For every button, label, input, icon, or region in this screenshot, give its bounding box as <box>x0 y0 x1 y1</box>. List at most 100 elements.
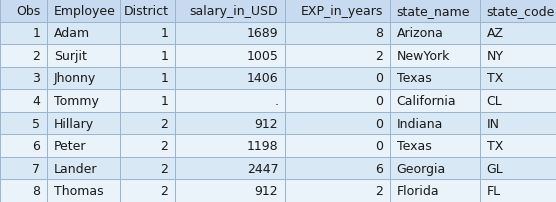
Text: 0: 0 <box>375 95 383 107</box>
Bar <box>390 22 480 45</box>
Text: Jhonny: Jhonny <box>54 72 96 85</box>
Text: 1689: 1689 <box>247 27 279 40</box>
Bar <box>480 67 556 90</box>
Text: NewYork: NewYork <box>396 50 450 63</box>
Text: state_name: state_name <box>396 5 470 18</box>
Bar <box>285 180 390 202</box>
Bar <box>480 90 556 112</box>
Bar <box>47 45 120 67</box>
Text: GL: GL <box>486 162 503 175</box>
Bar <box>120 22 175 45</box>
Text: 1198: 1198 <box>247 139 279 152</box>
Text: 1: 1 <box>161 50 168 63</box>
Text: 0: 0 <box>375 117 383 130</box>
Text: 1: 1 <box>161 27 168 40</box>
Bar <box>390 135 480 157</box>
Bar <box>0 135 47 157</box>
Bar <box>285 112 390 135</box>
Text: Indiana: Indiana <box>396 117 443 130</box>
Bar <box>390 45 480 67</box>
Bar <box>285 0 390 22</box>
Bar <box>0 45 47 67</box>
Text: 2447: 2447 <box>247 162 279 175</box>
Text: TX: TX <box>486 139 503 152</box>
Text: 1: 1 <box>32 27 41 40</box>
Text: 2: 2 <box>161 162 168 175</box>
Text: 1005: 1005 <box>246 50 279 63</box>
Bar <box>0 157 47 180</box>
Bar <box>480 112 556 135</box>
Bar <box>480 180 556 202</box>
Text: 6: 6 <box>375 162 383 175</box>
Bar <box>175 45 285 67</box>
Bar <box>390 180 480 202</box>
Bar <box>175 22 285 45</box>
Bar <box>0 22 47 45</box>
Text: 2: 2 <box>32 50 41 63</box>
Text: 2: 2 <box>375 184 383 197</box>
Bar <box>47 90 120 112</box>
Text: Georgia: Georgia <box>396 162 446 175</box>
Bar <box>0 180 47 202</box>
Text: Texas: Texas <box>396 72 431 85</box>
Bar <box>480 157 556 180</box>
Bar <box>120 90 175 112</box>
Text: 8: 8 <box>32 184 41 197</box>
Bar <box>120 0 175 22</box>
Text: District: District <box>123 5 168 18</box>
Text: Hillary: Hillary <box>54 117 94 130</box>
Bar <box>285 67 390 90</box>
Bar <box>175 67 285 90</box>
Text: CL: CL <box>486 95 503 107</box>
Text: salary_in_USD: salary_in_USD <box>190 5 279 18</box>
Bar <box>285 157 390 180</box>
Text: Arizona: Arizona <box>396 27 444 40</box>
Text: IN: IN <box>486 117 500 130</box>
Bar <box>390 112 480 135</box>
Text: 5: 5 <box>32 117 41 130</box>
Text: FL: FL <box>486 184 501 197</box>
Text: state_code: state_code <box>486 5 555 18</box>
Bar <box>175 112 285 135</box>
Text: California: California <box>396 95 456 107</box>
Bar <box>47 157 120 180</box>
Text: 2: 2 <box>375 50 383 63</box>
Bar <box>480 135 556 157</box>
Text: Employee: Employee <box>54 5 116 18</box>
Text: 7: 7 <box>32 162 41 175</box>
Bar <box>480 45 556 67</box>
Bar <box>120 67 175 90</box>
Text: 912: 912 <box>255 117 279 130</box>
Text: 3: 3 <box>32 72 41 85</box>
Bar <box>390 157 480 180</box>
Bar <box>0 90 47 112</box>
Text: Tommy: Tommy <box>54 95 98 107</box>
Text: AZ: AZ <box>486 27 504 40</box>
Bar <box>120 180 175 202</box>
Text: 0: 0 <box>375 72 383 85</box>
Text: 8: 8 <box>375 27 383 40</box>
Bar <box>47 135 120 157</box>
Bar <box>175 135 285 157</box>
Text: Thomas: Thomas <box>54 184 103 197</box>
Text: Lander: Lander <box>54 162 97 175</box>
Text: 1: 1 <box>161 72 168 85</box>
Text: 1: 1 <box>161 95 168 107</box>
Bar <box>120 112 175 135</box>
Bar <box>480 22 556 45</box>
Text: 912: 912 <box>255 184 279 197</box>
Bar <box>285 45 390 67</box>
Bar <box>47 0 120 22</box>
Bar <box>120 135 175 157</box>
Bar <box>175 90 285 112</box>
Bar <box>390 0 480 22</box>
Bar <box>0 67 47 90</box>
Text: TX: TX <box>486 72 503 85</box>
Bar <box>175 157 285 180</box>
Bar <box>47 180 120 202</box>
Bar <box>47 112 120 135</box>
Text: EXP_in_years: EXP_in_years <box>301 5 383 18</box>
Bar <box>120 45 175 67</box>
Text: Peter: Peter <box>54 139 86 152</box>
Bar <box>120 157 175 180</box>
